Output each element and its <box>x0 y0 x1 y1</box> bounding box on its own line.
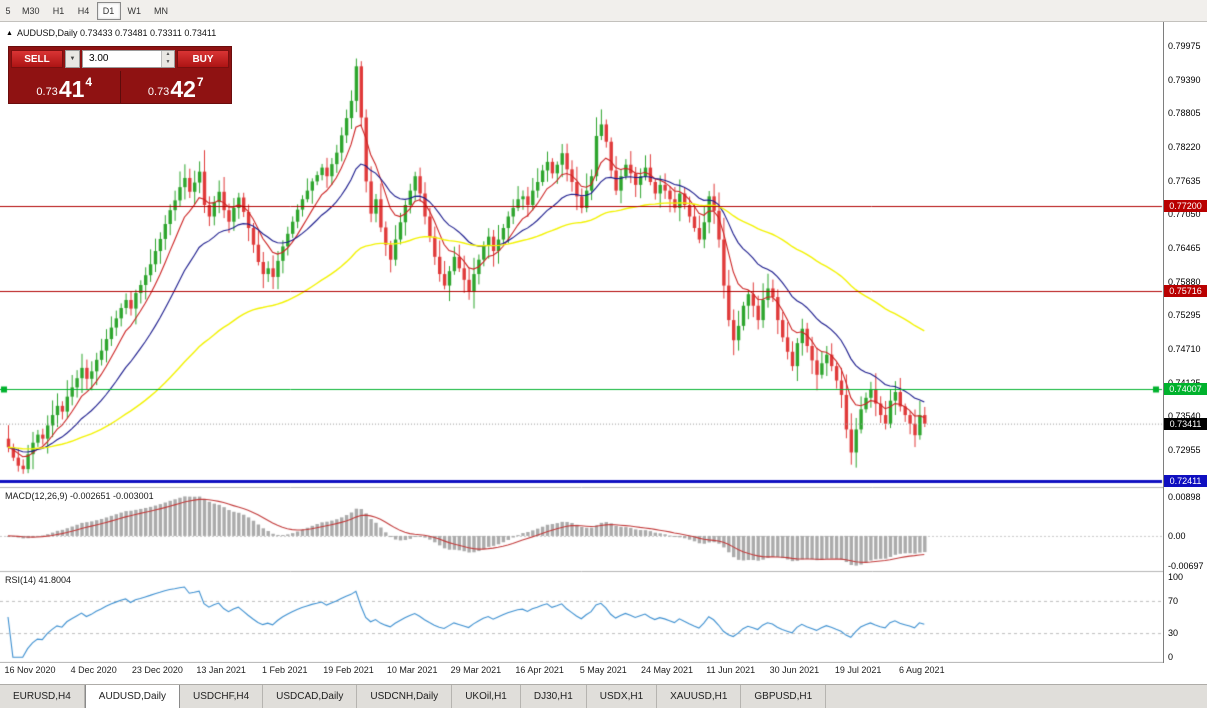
timeframe-button-w1[interactable]: W1 <box>127 5 142 16</box>
volume-step-down-button[interactable]: ▼ <box>162 59 174 67</box>
timeframe-toolbar: 5 M30 H1 H4 D1 W1 MN <box>0 0 1207 22</box>
date-axis-label: 13 Jan 2021 <box>196 665 246 675</box>
tab-usdcad-daily[interactable]: USDCAD,Daily <box>263 685 358 708</box>
tab-usdx-h1[interactable]: USDX,H1 <box>587 685 658 708</box>
price-line-tag: 0.74007 <box>1164 383 1207 396</box>
date-axis-label: 24 May 2021 <box>640 665 694 675</box>
price-axis-label: 0.77635 <box>1168 175 1201 186</box>
date-axis-label: 5 May 2021 <box>579 665 627 675</box>
price-axis-label: 0.74125 <box>1168 378 1201 388</box>
one-click-trading-panel: SELL ▼ 3.00 ▲ ▼ BUY 0.73 41 4 0.73 42 <box>8 46 232 104</box>
buy-button[interactable]: BUY <box>177 50 229 68</box>
timeframe-button-mn[interactable]: MN <box>154 5 169 16</box>
date-axis-label: 19 Jul 2021 <box>834 665 882 675</box>
volume-dropdown-button[interactable]: ▼ <box>65 50 80 68</box>
date-axis-label: 11 Jun 2021 <box>706 665 756 675</box>
date-axis-label: 16 Apr 2021 <box>515 665 564 675</box>
date-axis-label: 29 Mar 2021 <box>450 665 502 675</box>
chart-header: ▲ AUDUSD,Daily 0.73433 0.73481 0.73311 0… <box>6 28 216 38</box>
tab-gbpusd-h1[interactable]: GBPUSD,H1 <box>741 685 827 708</box>
chevron-down-icon: ▼ <box>165 59 171 65</box>
date-axis-label: 30 Jun 2021 <box>769 665 820 675</box>
candlestick-chart-icon: ▲ <box>6 29 13 37</box>
trade-controls-row: SELL ▼ 3.00 ▲ ▼ BUY <box>9 47 231 71</box>
date-axis-label: 1 Feb 2021 <box>262 665 308 675</box>
macd-indicator-label: MACD(12,26,9) -0.002651 -0.003001 <box>5 491 154 501</box>
rsi-axis-label: 30 <box>1168 628 1179 639</box>
sell-quote[interactable]: 0.73 41 4 <box>9 71 121 103</box>
chevron-down-icon: ▼ <box>69 56 76 62</box>
date-axis-label: 4 Dec 2020 <box>70 665 117 675</box>
chart-canvas[interactable] <box>0 22 1163 663</box>
volume-value[interactable]: 3.00 <box>89 53 109 64</box>
volume-step-up-button[interactable]: ▲ <box>162 51 174 59</box>
timeframe-button-5[interactable]: 5 <box>5 5 11 16</box>
tab-eurusd-h4[interactable]: EURUSD,H4 <box>0 685 85 708</box>
sell-quote-prefix: 0.73 <box>36 86 58 98</box>
chevron-up-icon: ▲ <box>165 51 171 57</box>
price-axis-label: 0.72955 <box>1168 444 1201 455</box>
date-axis-label: 19 Feb 2021 <box>323 665 374 675</box>
macd-axis-label: 0.00 <box>1168 530 1186 541</box>
price-line-tag: 0.77200 <box>1164 199 1207 212</box>
price-axis-label: 0.78220 <box>1168 141 1201 152</box>
price-axis-label: 0.78805 <box>1168 108 1201 119</box>
tab-audusd-daily[interactable]: AUDUSD,Daily <box>84 685 181 708</box>
price-axis-label: 0.79390 <box>1168 74 1201 85</box>
date-axis-label: 6 Aug 2021 <box>899 665 945 675</box>
rsi-axis-label: 100 <box>1168 571 1184 582</box>
price-axis-label: 0.77050 <box>1168 209 1201 220</box>
tab-usdchf-h4[interactable]: USDCHF,H4 <box>180 685 264 708</box>
tab-xauusd-h1[interactable]: XAUUSD,H1 <box>657 685 742 708</box>
macd-axis-label: 0.00898 <box>1168 492 1201 503</box>
buy-quote-sup: 7 <box>196 75 204 89</box>
date-axis-label: 10 Mar 2021 <box>386 665 438 675</box>
price-line-tag: 0.73411 <box>1164 417 1207 430</box>
rsi-indicator-label: RSI(14) 41.8004 <box>5 575 72 585</box>
chart-tabs-bar: EURUSD,H4 AUDUSD,Daily USDCHF,H4 USDCAD,Dai… <box>0 684 1207 708</box>
timeframe-button-d1[interactable]: D1 <box>96 1 121 20</box>
price-axis-label: 0.75295 <box>1168 310 1201 321</box>
tab-dj30-h1[interactable]: DJ30,H1 <box>521 685 587 708</box>
date-axis-label: 16 Nov 2020 <box>4 665 56 675</box>
price-axis-label: 0.74710 <box>1168 343 1201 354</box>
price-line-tag: 0.72411 <box>1164 475 1207 488</box>
tab-usdcnh-daily[interactable]: USDCNH,Daily <box>357 685 453 708</box>
date-axis[interactable]: 16 Nov 2020 4 Dec 2020 23 Dec 2020 13 Jan 2… <box>0 663 1163 680</box>
volume-field[interactable]: 3.00 ▲ ▼ <box>82 50 175 68</box>
price-axis[interactable]: 0.79975 0.79390 0.78805 0.78220 0.77635 0.770… <box>1163 22 1207 663</box>
buy-quote-prefix: 0.73 <box>147 86 170 98</box>
buy-quote-big: 42 <box>170 76 196 102</box>
volume-stepper: ▲ ▼ <box>161 51 174 67</box>
symbol-ohlc-text: AUDUSD,Daily 0.73433 0.73481 0.73311 0.7… <box>16 28 217 38</box>
date-axis-label: 23 Dec 2020 <box>131 665 183 675</box>
sell-quote-sup: 4 <box>85 75 93 89</box>
sell-quote-big: 41 <box>58 76 85 102</box>
rsi-axis-label: 70 <box>1168 595 1179 606</box>
buy-quote[interactable]: 0.73 42 7 <box>121 71 232 103</box>
sell-button[interactable]: SELL <box>11 50 63 68</box>
timeframe-button-h4[interactable]: H4 <box>77 5 90 16</box>
price-axis-label: 0.73540 <box>1168 411 1201 422</box>
price-line-tag: 0.75716 <box>1164 284 1207 297</box>
macd-axis-label: -0.00697 <box>1168 560 1204 571</box>
rsi-axis-label: 0 <box>1168 652 1174 663</box>
price-axis-label: 0.79975 <box>1168 40 1201 51</box>
trade-quotes-row: 0.73 41 4 0.73 42 7 <box>9 71 231 103</box>
timeframe-button-m30[interactable]: M30 <box>22 5 40 16</box>
price-axis-label: 0.75880 <box>1168 276 1201 287</box>
price-axis-label: 0.76465 <box>1168 242 1201 253</box>
tab-ukoil-h1[interactable]: UKOil,H1 <box>452 685 521 708</box>
timeframe-button-h1[interactable]: H1 <box>52 5 65 16</box>
